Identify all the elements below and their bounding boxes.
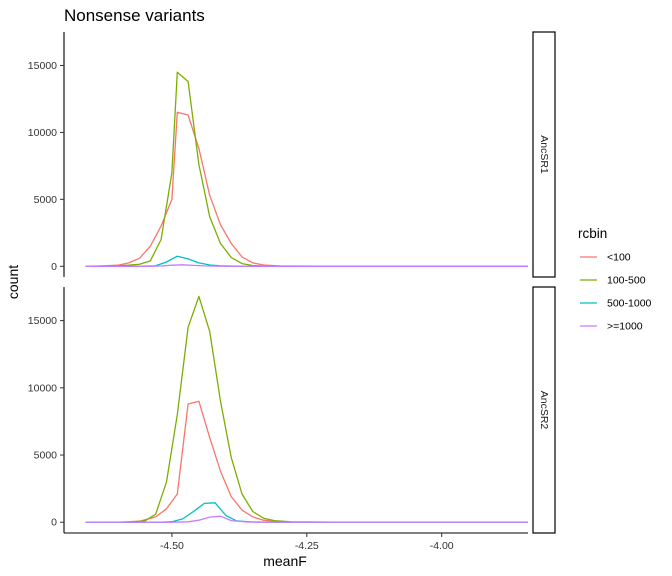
- y-tick-label: 5000: [34, 194, 58, 206]
- legend-title: rcbin: [578, 226, 607, 241]
- panels: 0 5000 10000 15000 AncSR1 0 5000 10000 15000 AncS…: [28, 31, 556, 552]
- y-tick-label: 0: [51, 517, 57, 529]
- y-tick-label: 10000: [28, 382, 57, 394]
- series-line-4: [85, 264, 528, 267]
- y-tick-label: 10000: [28, 127, 57, 139]
- strip-box: [532, 286, 556, 534]
- legend-item: 500-1000: [580, 298, 652, 310]
- legend-label: 500-1000: [607, 298, 652, 310]
- legend-item: 100-500: [580, 275, 646, 287]
- strip-label: AncSR2: [538, 391, 550, 430]
- series-line-1: [85, 111, 528, 267]
- series-line-4: [85, 515, 528, 523]
- y-tick-label: 15000: [28, 315, 57, 327]
- series-line-2: [85, 71, 528, 267]
- strip-label: AncSR1: [538, 135, 550, 174]
- strip-box: [532, 31, 556, 278]
- legend: rcbin <100 100-500 500-1000 >=1000: [578, 226, 652, 333]
- series-line-2: [85, 295, 528, 523]
- y-tick-label: 15000: [28, 60, 57, 72]
- legend-item: <100: [580, 252, 631, 264]
- x-axis: -4.50 -4.25 -4.00: [64, 532, 528, 552]
- legend-label: >=1000: [607, 321, 643, 333]
- legend-label: <100: [607, 252, 631, 264]
- legend-item: >=1000: [580, 321, 643, 333]
- y-tick-label: 0: [51, 261, 57, 273]
- x-tick-label: -4.50: [160, 540, 184, 552]
- plot-title: Nonsense variants: [64, 6, 205, 25]
- panel-ancsr1: 0 5000 10000 15000 AncSR1: [28, 31, 556, 278]
- panel-ancsr2: 0 5000 10000 15000 AncSR2: [28, 286, 556, 534]
- x-tick-label: -4.00: [430, 540, 454, 552]
- y-axis-title: count: [5, 265, 21, 299]
- legend-label: 100-500: [607, 275, 646, 287]
- x-tick-label: -4.25: [295, 540, 319, 552]
- x-axis-title: meanF: [263, 553, 307, 569]
- series-line-3: [85, 502, 528, 523]
- series-line-1: [85, 400, 528, 523]
- y-tick-label: 5000: [34, 450, 58, 462]
